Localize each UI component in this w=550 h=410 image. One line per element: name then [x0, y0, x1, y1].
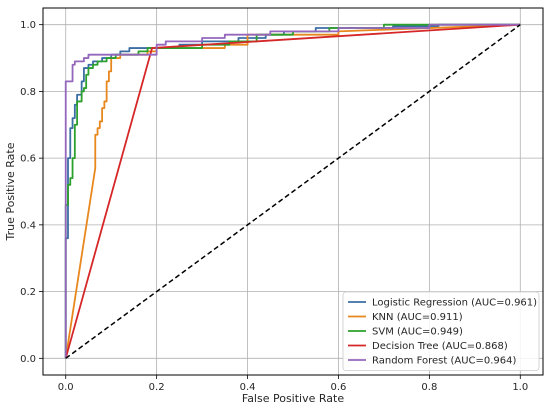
x-axis-label: False Positive Rate	[242, 392, 344, 405]
legend-entry: Logistic Regression (AUC=0.961)	[372, 298, 537, 309]
y-axis-label: True Positive Rate	[4, 142, 17, 241]
series-line-svm	[64, 23, 521, 359]
y-tick-label: 0.4	[20, 220, 36, 231]
axis-ticks: 0.0 0.2 0.4 0.6 0.8 1.0 0.0 0.2 0.4 0.6 0.8 1.0	[20, 20, 528, 393]
x-tick-label: 0.4	[240, 382, 256, 393]
legend-entry: Random Forest (AUC=0.964)	[372, 356, 516, 367]
series-line-decision-tree	[64, 23, 521, 359]
chance-line	[65, 24, 521, 359]
legend: Logistic Regression (AUC=0.961) KNN (AUC=…	[342, 291, 540, 371]
legend-entry: Decision Tree (AUC=0.868)	[372, 341, 508, 352]
series-line-random-forest	[64, 23, 521, 359]
x-tick-label: 0.6	[331, 382, 347, 393]
legend-entry: SVM (AUC=0.949)	[372, 327, 463, 338]
series-lines	[64, 23, 521, 359]
x-tick-label: 0.8	[421, 382, 437, 393]
legend-box	[342, 291, 540, 371]
plot-frame	[42, 7, 544, 376]
grid	[43, 8, 543, 375]
x-tick-label: 1.0	[512, 382, 528, 393]
y-tick-label: 0.2	[20, 287, 36, 298]
y-tick-label: 0.6	[20, 154, 36, 165]
y-tick-label: 0.8	[20, 87, 36, 98]
legend-entry: KNN (AUC=0.911)	[372, 312, 463, 323]
y-tick-label: 0.0	[20, 354, 36, 365]
x-tick-label: 0.0	[58, 382, 74, 393]
x-tick-label: 0.2	[149, 382, 165, 393]
y-tick-label: 1.0	[20, 20, 36, 31]
